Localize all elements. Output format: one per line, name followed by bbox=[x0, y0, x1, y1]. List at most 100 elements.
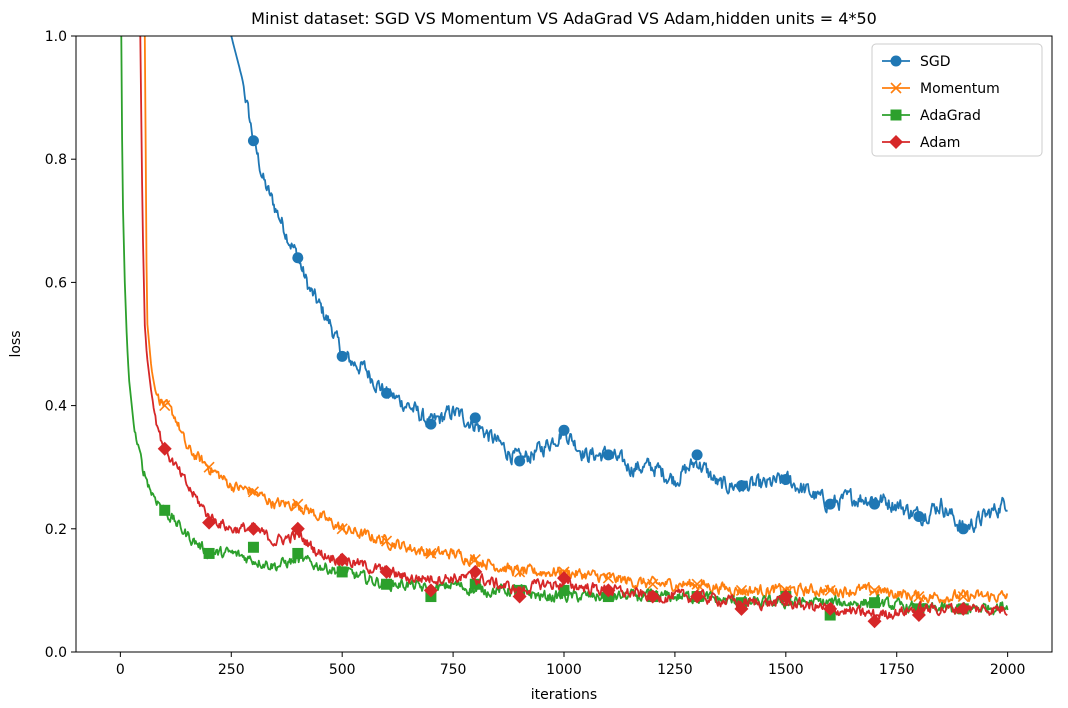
series-adam bbox=[139, 36, 1008, 629]
data-point-momentum-1600 bbox=[824, 584, 836, 596]
x-tick-label-500: 500 bbox=[329, 662, 356, 678]
legend-label-sgd: SGD bbox=[920, 54, 951, 70]
data-point-adagrad-1700 bbox=[869, 597, 881, 609]
legend-item-momentum: Momentum bbox=[882, 81, 1000, 97]
data-point-adam-300 bbox=[246, 521, 261, 536]
legend-marker-sgd bbox=[890, 55, 902, 67]
series-line-momentum bbox=[143, 36, 1009, 604]
legend-item-adam: Adam bbox=[882, 135, 960, 151]
plot-area: 0 250 500 750 1000 1250 1500 1750 2000 0.0 0.2 0.4 0… bbox=[45, 29, 1053, 678]
data-point-momentum-800 bbox=[469, 554, 481, 566]
x-tick-label-1000: 1000 bbox=[546, 662, 582, 678]
data-point-sgd-1700 bbox=[869, 498, 881, 510]
y-tick-label-0: 0.0 bbox=[45, 645, 67, 661]
data-point-momentum-900 bbox=[514, 566, 526, 578]
data-point-momentum-700 bbox=[425, 547, 437, 560]
data-point-sgd-700 bbox=[425, 418, 437, 430]
data-point-adam-1100 bbox=[601, 583, 616, 598]
data-point-sgd-900 bbox=[514, 455, 526, 467]
data-point-sgd-1500 bbox=[780, 474, 792, 486]
y-tick-label-1: 1.0 bbox=[45, 29, 67, 45]
series-sgd bbox=[230, 36, 1008, 535]
data-point-sgd-800 bbox=[469, 412, 481, 424]
data-point-adam-1300 bbox=[690, 589, 705, 604]
y-tick-label-0.4: 0.4 bbox=[45, 399, 67, 415]
legend-box bbox=[871, 43, 1043, 157]
data-point-adam-1500 bbox=[778, 589, 793, 604]
data-point-momentum-1200 bbox=[647, 578, 659, 590]
data-point-adam-1900 bbox=[956, 601, 971, 616]
legend-marker-momentum bbox=[890, 82, 902, 94]
data-point-sgd-1000 bbox=[558, 424, 570, 436]
data-point-adam-1000 bbox=[557, 571, 571, 586]
data-point-momentum-400 bbox=[292, 498, 304, 510]
data-point-adagrad-400 bbox=[292, 547, 304, 559]
data-point-sgd-1900 bbox=[957, 523, 969, 535]
data-point-adam-1700 bbox=[867, 614, 882, 629]
data-point-adam-500 bbox=[335, 552, 350, 567]
legend-label-adam: Adam bbox=[920, 135, 960, 151]
y-axis-label: loss bbox=[8, 330, 24, 357]
legend-item-sgd: SGD bbox=[882, 54, 951, 70]
data-point-adagrad-1000 bbox=[558, 584, 570, 596]
data-point-adam-1800 bbox=[911, 608, 926, 623]
y-tick-label-0.6: 0.6 bbox=[45, 275, 67, 291]
data-point-momentum-1700 bbox=[868, 584, 881, 596]
data-point-momentum-300 bbox=[247, 486, 260, 498]
data-point-sgd-400 bbox=[292, 252, 304, 264]
data-point-adam-700 bbox=[423, 583, 438, 598]
x-tick-label-750: 750 bbox=[440, 662, 467, 678]
data-point-sgd-1400 bbox=[735, 480, 747, 492]
legend-item-adagrad: AdaGrad bbox=[882, 108, 981, 124]
data-point-sgd-1800 bbox=[913, 510, 925, 522]
legend-label-adagrad: AdaGrad bbox=[920, 108, 981, 124]
data-point-momentum-200 bbox=[203, 461, 215, 473]
data-point-momentum-1100 bbox=[602, 572, 614, 584]
data-point-sgd-600 bbox=[381, 387, 393, 399]
data-point-sgd-300 bbox=[247, 135, 259, 147]
x-tick-label-1750: 1750 bbox=[879, 662, 915, 678]
data-point-momentum-1900 bbox=[957, 590, 969, 603]
y-tick-label-0.2: 0.2 bbox=[45, 522, 67, 538]
data-point-adam-1600 bbox=[823, 601, 838, 616]
x-tick-label-0: 0 bbox=[116, 662, 125, 678]
series-group bbox=[120, 36, 1009, 629]
data-point-momentum-1800 bbox=[913, 590, 925, 603]
data-point-adagrad-200 bbox=[203, 547, 215, 559]
data-point-adam-100 bbox=[157, 441, 172, 456]
data-point-adam-1200 bbox=[645, 589, 660, 604]
x-tick-label-2000: 2000 bbox=[990, 662, 1026, 678]
series-momentum bbox=[143, 36, 1009, 604]
data-point-adam-400 bbox=[290, 521, 305, 536]
data-point-momentum-600 bbox=[380, 535, 393, 547]
data-point-adam-1400 bbox=[734, 601, 749, 616]
data-point-sgd-1100 bbox=[602, 449, 614, 461]
x-tick-label-250: 250 bbox=[218, 662, 245, 678]
legend: SGD Momentum AdaGrad Adam bbox=[871, 43, 1043, 157]
x-tick-label-1250: 1250 bbox=[657, 662, 693, 678]
data-point-adam-200 bbox=[202, 515, 217, 530]
data-point-adam-800 bbox=[468, 564, 483, 579]
data-point-momentum-100 bbox=[159, 400, 171, 412]
chart-title: Minist dataset: SGD VS Momentum VS AdaGr… bbox=[251, 9, 877, 28]
data-point-adam-600 bbox=[379, 564, 394, 579]
data-point-adagrad-600 bbox=[381, 578, 393, 590]
series-line-adam bbox=[139, 36, 1008, 620]
x-tick-label-1500: 1500 bbox=[768, 662, 804, 678]
data-point-momentum-1400 bbox=[735, 584, 748, 596]
legend-label-momentum: Momentum bbox=[920, 81, 1000, 97]
data-point-adagrad-500 bbox=[336, 566, 348, 578]
data-point-sgd-1300 bbox=[691, 449, 703, 461]
data-point-adagrad-100 bbox=[159, 504, 171, 516]
y-tick-label-0.8: 0.8 bbox=[45, 152, 67, 168]
data-point-momentum-1300 bbox=[691, 578, 703, 590]
x-axis-label: iterations bbox=[531, 687, 597, 703]
data-point-sgd-500 bbox=[336, 350, 348, 362]
data-point-momentum-500 bbox=[336, 523, 348, 535]
data-point-sgd-1600 bbox=[824, 498, 836, 510]
data-point-adagrad-800 bbox=[469, 578, 481, 590]
legend-marker-adam bbox=[889, 135, 903, 149]
data-point-adagrad-300 bbox=[247, 541, 259, 553]
legend-marker-adagrad bbox=[890, 109, 902, 121]
